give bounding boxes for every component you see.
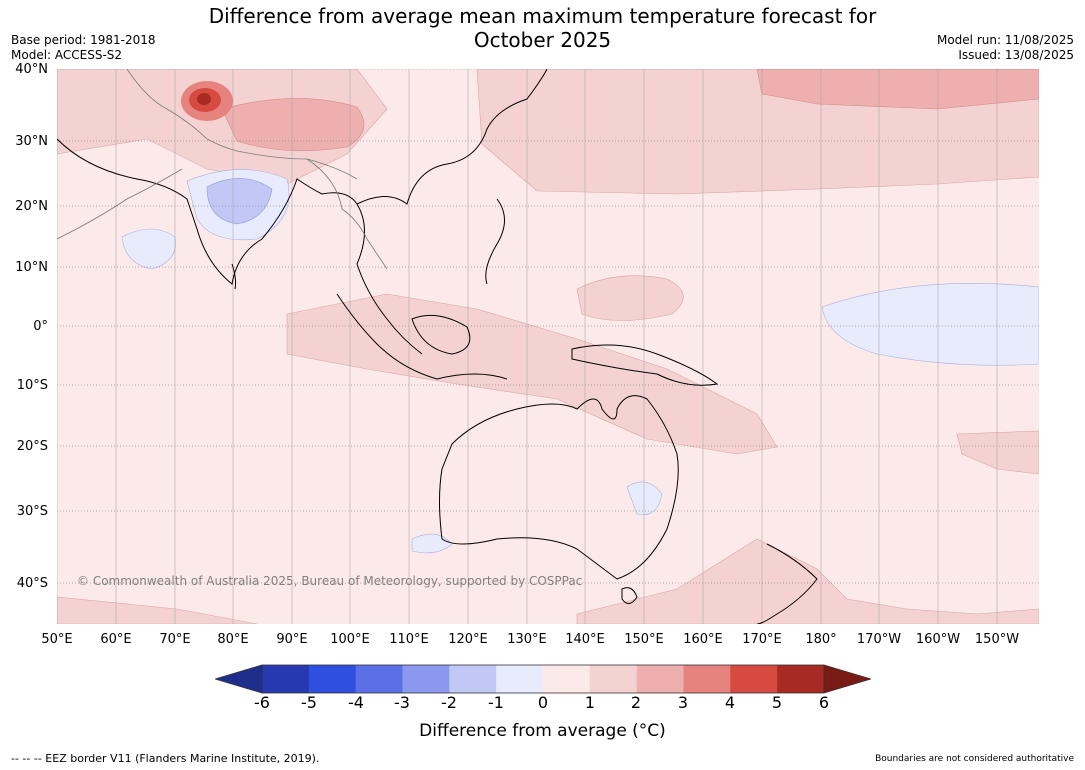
warm-region-maritime-continent (286, 293, 778, 455)
colorbar-frame (261, 664, 825, 694)
base-period: Base period: 1981-2018 (11, 33, 156, 47)
model-name: Model: ACCESS-S2 (11, 48, 123, 62)
country-borders (57, 69, 388, 270)
warm-region-south-pacific (956, 430, 1039, 475)
lon-label-90e: 90°E (276, 632, 308, 647)
lat-label-20n: 20°N (15, 199, 48, 214)
lat-label-10s: 10°S (16, 378, 48, 393)
colorbar (215, 664, 871, 694)
colorbar-cell (589, 665, 638, 693)
colorbar-tick-1: 1 (584, 693, 596, 712)
model-run: Model run: 11/08/2025 (936, 33, 1074, 47)
lon-label-100e: 100°E (330, 632, 370, 647)
warm-region-tibet (221, 98, 365, 152)
lat-label-30s: 30°S (16, 504, 48, 519)
colorbar-cell (496, 665, 544, 693)
colorbar-extend-low (215, 664, 263, 694)
coastline-new-guinea (571, 344, 719, 386)
colorbar-tick-0: 0 (537, 693, 549, 712)
copyright-notice: © Commonwealth of Australia 2025, Bureau… (77, 574, 583, 588)
colorbar-cell (308, 665, 357, 693)
lon-label-160e: 160°E (683, 632, 723, 647)
colorbar-tick-m3: -3 (394, 693, 410, 712)
cool-region-arabian-sea (121, 228, 176, 270)
coastline-tasmania (621, 587, 638, 604)
lon-label-60e: 60°E (100, 632, 132, 647)
eez-border-legend: -- -- -- EEZ border V11 (Flanders Marine… (11, 752, 320, 765)
colorbar-tick-3: 3 (677, 693, 689, 712)
lon-label-150e: 150°E (624, 632, 664, 647)
colorbar-tick-m5: -5 (301, 693, 317, 712)
colorbar-cell (730, 665, 778, 693)
warm-region-equatorial-pacific (576, 275, 684, 321)
coastline-south-asia (57, 138, 423, 355)
colorbar-tick-5: 5 (771, 693, 783, 712)
lon-label-170e: 170°E (742, 632, 782, 647)
lon-label-160w: 160°W (915, 632, 961, 647)
chart-title: Difference from average mean maximum tem… (0, 4, 1085, 52)
colorbar-tick-m2: -2 (441, 693, 457, 712)
coastline-australia (439, 395, 679, 580)
metadata-left: Base period: 1981-2018 Model: ACCESS-S2 (11, 33, 156, 63)
title-line-1: Difference from average mean maximum tem… (208, 4, 877, 28)
coastlines (57, 69, 818, 624)
lon-label-140e: 140°E (565, 632, 605, 647)
lon-label-110e: 110°E (389, 632, 429, 647)
coastline-east-asia (356, 69, 548, 205)
colorbar-tick-4: 4 (724, 693, 736, 712)
warm-region-southern-ocean-east (576, 538, 1039, 624)
colorbar-cell (402, 665, 450, 693)
colorbar-cell (449, 665, 497, 693)
lat-label-30n: 30°N (15, 134, 48, 149)
temperature-anomaly-map (57, 69, 1039, 624)
colorbar-cell (636, 665, 684, 693)
coastline-sumatra-java (336, 293, 508, 380)
colorbar-cell (683, 665, 731, 693)
colorbar-tick-m6: -6 (254, 693, 270, 712)
lon-label-50e: 50°E (41, 632, 73, 647)
colorbar-label: Difference from average (°C) (419, 721, 666, 741)
coastline-sri-lanka (231, 263, 237, 290)
colorbar-cell (262, 665, 310, 693)
longitude-gridlines (57, 69, 998, 624)
colorbar-tick-m1: -1 (488, 693, 504, 712)
lat-label-40s: 40°S (16, 576, 48, 591)
lon-label-80e: 80°E (217, 632, 249, 647)
lon-label-120e: 120°E (448, 632, 488, 647)
lon-label-70e: 70°E (159, 632, 191, 647)
lon-label-180: 180° (805, 632, 837, 647)
colorbar-tick-2: 2 (630, 693, 642, 712)
metadata-right: Model run: 11/08/2025 Issued: 13/08/2025 (937, 33, 1074, 63)
colorbar-tick-6: 6 (818, 693, 830, 712)
colorbar-tick-m4: -4 (348, 693, 364, 712)
colorbar-extend-high (823, 664, 871, 694)
lat-label-10n: 10°N (15, 260, 48, 275)
title-line-2: October 2025 (473, 28, 612, 52)
cool-region-india-strong (206, 178, 273, 225)
lon-label-130e: 130°E (507, 632, 547, 647)
cool-region-east-pacific (821, 283, 1039, 366)
coastline-philippines (485, 198, 505, 285)
lon-label-170w: 170°W (856, 632, 902, 647)
colorbar-cells (215, 664, 871, 694)
issued-date: Issued: 13/08/2025 (958, 48, 1074, 62)
lat-label-0: 0° (33, 319, 48, 334)
lat-label-20s: 20°S (16, 439, 48, 454)
colorbar-cell (355, 665, 403, 693)
coastline-borneo (411, 314, 471, 355)
colorbar-cell (777, 665, 825, 693)
lat-label-40n: 40°N (15, 62, 48, 77)
warm-region-southern-ocean-west (57, 596, 258, 624)
coastline-new-zealand (756, 543, 818, 624)
lon-label-150w: 150°W (974, 632, 1020, 647)
warm-hotspot-core (197, 93, 211, 105)
colorbar-cell (543, 665, 591, 693)
boundaries-disclaimer: Boundaries are not considered authoritat… (875, 754, 1074, 764)
